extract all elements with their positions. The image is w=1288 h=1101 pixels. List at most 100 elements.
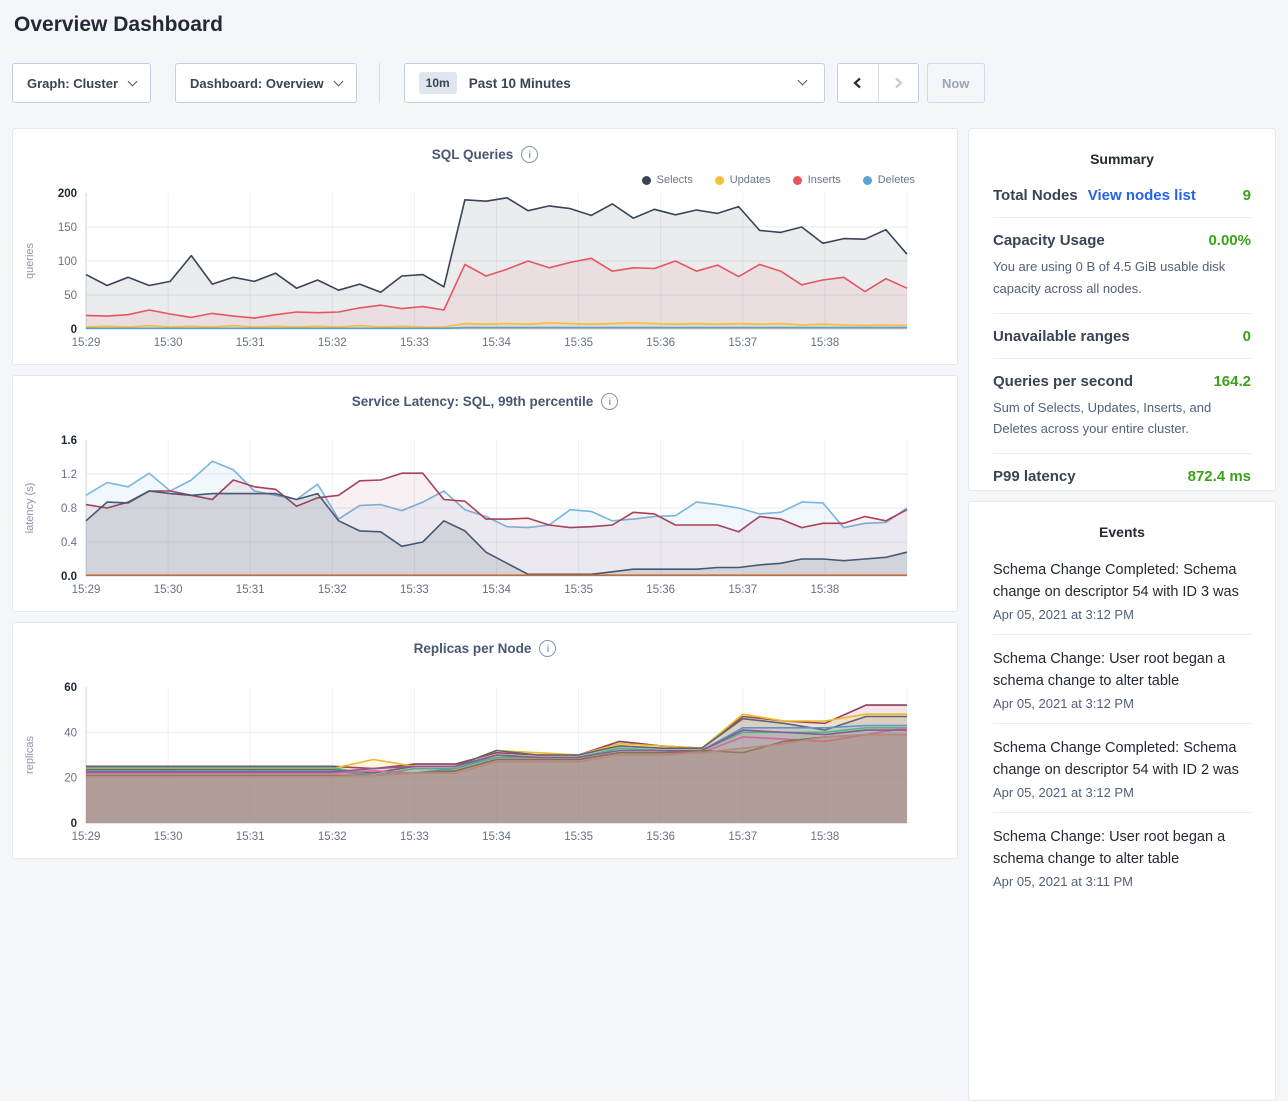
summary-value: 872.4 ms — [1187, 468, 1251, 486]
svg-text:15:37: 15:37 — [728, 337, 757, 349]
chart-title: Replicas per Node — [413, 641, 532, 656]
event-item: Schema Change Completed: Schema change o… — [993, 724, 1251, 814]
legend-item: Updates — [714, 174, 771, 186]
svg-text:0: 0 — [71, 818, 77, 830]
svg-text:1.6: 1.6 — [61, 435, 77, 447]
svg-text:15:31: 15:31 — [236, 831, 265, 843]
view-nodes-link[interactable]: View nodes list — [1087, 187, 1196, 204]
time-range-label: Past 10 Minutes — [468, 75, 571, 91]
svg-text:15:35: 15:35 — [564, 337, 593, 349]
summary-title: Summary — [1090, 151, 1154, 167]
event-item: Schema Change: User root began a schema … — [993, 813, 1251, 901]
svg-text:0.8: 0.8 — [61, 503, 77, 515]
time-range-picker[interactable]: 10m Past 10 Minutes — [403, 63, 825, 103]
svg-text:20: 20 — [64, 773, 77, 785]
svg-text:15:33: 15:33 — [400, 831, 429, 843]
svg-text:0.0: 0.0 — [61, 571, 77, 583]
summary-row-total-nodes: Total Nodes View nodes list 9 — [993, 173, 1251, 218]
event-time: Apr 05, 2021 at 3:12 PM — [993, 785, 1134, 801]
legend-dot — [792, 175, 802, 185]
replicas-per-node-chart[interactable]: 0 20 40 60 15:29 15:30 15:31 15:32 15:33 15:34 15:… — [13, 679, 957, 843]
now-button[interactable]: Now — [926, 63, 985, 103]
summary-row-capacity-usage: Capacity Usage 0.00% You are using 0 B o… — [993, 218, 1251, 314]
summary-panel: Summary Total Nodes View nodes list 9 Ca… — [968, 128, 1276, 491]
info-icon[interactable]: i — [521, 146, 539, 163]
svg-text:15:34: 15:34 — [482, 337, 511, 349]
toolbar-divider — [378, 63, 380, 103]
dashboard-dropdown[interactable]: Dashboard: Overview — [175, 63, 357, 103]
svg-text:15:38: 15:38 — [811, 831, 840, 843]
svg-text:15:35: 15:35 — [564, 584, 593, 596]
legend-dot — [862, 175, 872, 185]
summary-value: 9 — [1242, 187, 1251, 204]
svg-text:15:30: 15:30 — [154, 337, 183, 349]
chart-title: Service Latency: SQL, 99th percentile — [351, 394, 594, 409]
event-text: Schema Change: User root began a schema … — [993, 829, 1226, 868]
svg-text:150: 150 — [58, 222, 77, 234]
sql-queries-chart[interactable]: 0 50 100 150 200 15:29 15:30 15:31 15:32 15:33 15:… — [13, 185, 957, 349]
svg-text:15:32: 15:32 — [318, 337, 347, 349]
svg-text:queries: queries — [24, 242, 36, 279]
service-latency-chart[interactable]: 0.0 0.4 0.8 1.2 1.6 15:29 15:30 15:31 15:32 15:33… — [13, 432, 957, 596]
charts-column: SQL Queries i Selects Updates Inserts — [12, 128, 958, 1101]
graph-dropdown-label: Graph: Cluster — [27, 75, 119, 91]
next-range-button[interactable] — [877, 64, 918, 102]
legend-label: Deletes — [877, 174, 915, 186]
chart-title-row: Service Latency: SQL, 99th percentile i — [13, 393, 957, 410]
summary-label: Capacity Usage — [993, 232, 1105, 249]
chevron-left-icon — [853, 77, 861, 89]
svg-text:15:31: 15:31 — [236, 584, 265, 596]
legend-item: Selects — [641, 174, 693, 186]
svg-text:100: 100 — [58, 256, 77, 268]
svg-text:15:30: 15:30 — [154, 831, 183, 843]
svg-text:15:30: 15:30 — [154, 584, 183, 596]
event-time: Apr 05, 2021 at 3:12 PM — [993, 696, 1134, 712]
page-title: Overview Dashboard — [14, 13, 223, 36]
events-panel: Events Schema Change Completed: Schema c… — [968, 501, 1276, 1101]
summary-label: Queries per second — [993, 372, 1134, 390]
svg-text:200: 200 — [58, 188, 77, 200]
svg-text:15:33: 15:33 — [400, 337, 429, 349]
summary-value: 0 — [1242, 327, 1251, 345]
summary-row-queries-per-second: Queries per second 164.2 Sum of Selects,… — [993, 359, 1251, 455]
svg-text:15:36: 15:36 — [646, 831, 675, 843]
event-item: Schema Change: User root began a schema … — [993, 635, 1251, 725]
chart-title-row: Replicas per Node i — [13, 640, 957, 657]
dashboard-dropdown-label: Dashboard: Overview — [190, 75, 324, 91]
svg-text:15:34: 15:34 — [482, 584, 511, 596]
chart-title-row: SQL Queries i — [13, 146, 957, 163]
legend-item: Deletes — [862, 174, 915, 186]
svg-text:15:34: 15:34 — [482, 831, 511, 843]
svg-text:60: 60 — [64, 682, 77, 694]
graph-dropdown[interactable]: Graph: Cluster — [12, 63, 152, 103]
svg-text:15:37: 15:37 — [728, 584, 757, 596]
event-text: Schema Change Completed: Schema change o… — [993, 740, 1239, 779]
summary-label: Total Nodes — [993, 187, 1078, 204]
info-icon[interactable]: i — [601, 393, 619, 410]
svg-text:15:33: 15:33 — [400, 584, 429, 596]
summary-row-unavailable-ranges: Unavailable ranges 0 — [993, 314, 1251, 359]
summary-desc: Sum of Selects, Updates, Inserts, and De… — [993, 399, 1212, 437]
event-item: Schema Change Completed: Schema change o… — [993, 546, 1251, 636]
svg-text:15:31: 15:31 — [236, 337, 265, 349]
svg-text:15:38: 15:38 — [811, 337, 840, 349]
summary-label: Unavailable ranges — [993, 327, 1130, 345]
svg-text:latency (s): latency (s) — [24, 483, 36, 534]
info-icon[interactable]: i — [539, 640, 557, 657]
time-nav-group — [836, 63, 919, 103]
legend-dot — [714, 175, 724, 185]
event-text: Schema Change Completed: Schema change o… — [993, 562, 1239, 601]
svg-text:15:38: 15:38 — [811, 584, 840, 596]
chevron-right-icon — [895, 77, 903, 89]
event-text: Schema Change: User root began a schema … — [993, 651, 1226, 690]
event-time: Apr 05, 2021 at 3:11 PM — [993, 874, 1133, 890]
chevron-down-icon — [797, 75, 808, 86]
chart-card-sql-queries: SQL Queries i Selects Updates Inserts — [12, 128, 958, 365]
svg-text:15:29: 15:29 — [72, 831, 101, 843]
svg-text:0.4: 0.4 — [61, 537, 78, 549]
chart-card-service-latency: Service Latency: SQL, 99th percentile i … — [12, 375, 958, 612]
svg-text:replicas: replicas — [24, 736, 36, 774]
prev-range-button[interactable] — [837, 64, 878, 102]
chart-card-replicas-per-node: Replicas per Node i 0 20 40 60 15:29 15:30 15:… — [12, 622, 958, 859]
svg-text:15:29: 15:29 — [72, 584, 101, 596]
